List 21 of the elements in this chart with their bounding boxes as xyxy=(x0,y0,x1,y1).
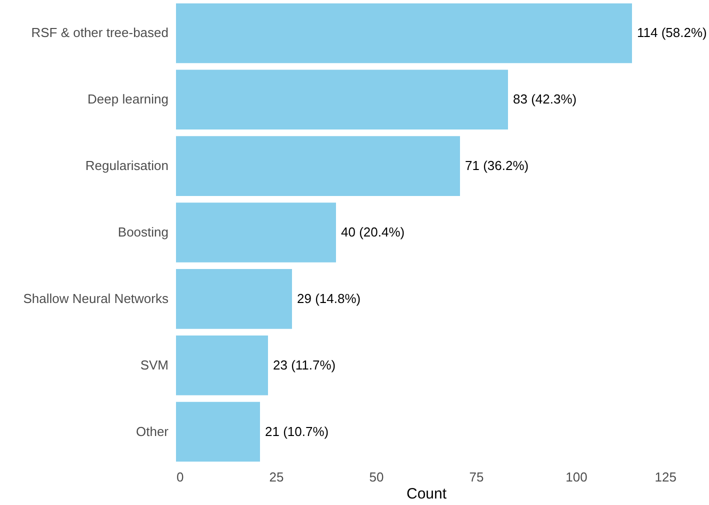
y-tick-label: Other xyxy=(136,424,170,439)
y-tick-label: Shallow Neural Networks xyxy=(23,290,169,306)
x-tick-label: 75 xyxy=(469,470,484,484)
x-tick-label: 25 xyxy=(269,470,284,484)
data-label: 23 (11.7%) xyxy=(273,357,336,372)
x-tick-label: 50 xyxy=(369,470,384,484)
y-tick-label: RSF & other tree-based xyxy=(31,25,168,40)
data-label: 114 (58.2%) xyxy=(637,25,707,40)
data-label: 21 (10.7%) xyxy=(265,424,329,439)
y-tick-label: Regularisation xyxy=(85,158,168,174)
data-label: 71 (36.2%) xyxy=(465,158,529,174)
x-tick-label: 125 xyxy=(654,470,676,484)
x-tick-label: 0 xyxy=(176,470,184,484)
x-tick-label: 100 xyxy=(566,470,588,484)
x-axis-title: Count xyxy=(406,486,448,502)
y-tick-label: Deep learning xyxy=(88,92,168,107)
data-label: 83 (42.3%) xyxy=(513,92,577,107)
data-label: 29 (14.8%) xyxy=(297,290,361,306)
y-tick-label: SVM xyxy=(140,357,168,372)
data-label: 40 (20.4%) xyxy=(341,224,405,240)
y-tick-label: Boosting xyxy=(118,224,168,240)
